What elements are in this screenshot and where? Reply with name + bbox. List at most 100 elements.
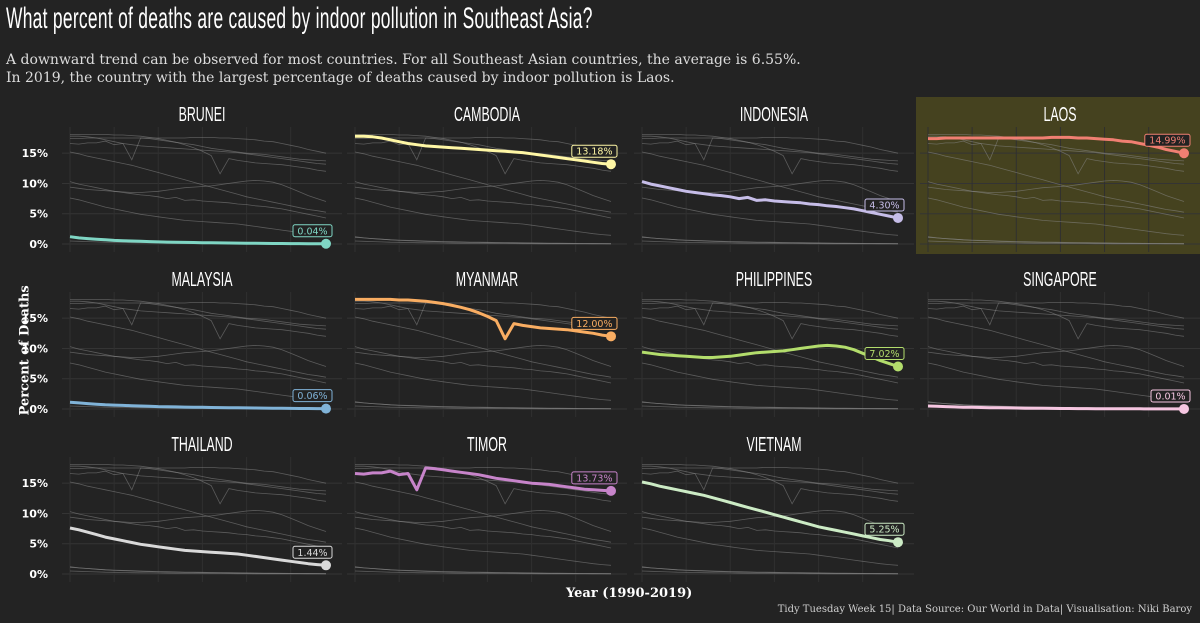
context-line-malaysia — [354, 236, 611, 244]
series-line-philippines — [641, 343, 899, 368]
context-line-philippines — [69, 509, 327, 532]
context-line-malaysia — [354, 401, 611, 409]
end-point — [1179, 148, 1189, 159]
context-line-malaysia — [354, 566, 611, 574]
context-line-timor — [354, 302, 612, 327]
context-line-vietnam — [354, 151, 612, 213]
facet-title: SINGAPORE — [1023, 268, 1097, 291]
context-line-cambodia — [642, 300, 899, 330]
end-point — [893, 537, 903, 548]
context-line-laos — [355, 137, 612, 154]
panel-malaysia: MALAYSIA 0% 5% 10% 15% 0.06% — [22, 268, 342, 417]
context-line-myanmar — [642, 299, 899, 340]
y-tick-label: 15% — [22, 312, 48, 325]
context-line-vietnam — [69, 316, 327, 378]
end-label-box — [1150, 389, 1191, 403]
end-label: 0.01% — [1155, 391, 1185, 402]
context-line-laos — [642, 137, 899, 154]
context-line-timor — [641, 302, 899, 327]
series-line-malaysia — [69, 400, 326, 411]
context-line-singapore — [354, 405, 611, 410]
facet-title: MALAYSIA — [171, 268, 233, 291]
y-tick-label: 10% — [22, 507, 48, 520]
facet-title: PHILIPPINES — [736, 268, 812, 291]
series-line-singapore — [927, 404, 1184, 411]
context-line-laos — [70, 302, 327, 319]
end-label: 0.04% — [297, 226, 327, 237]
series-line-timor — [354, 466, 612, 493]
end-point — [893, 212, 903, 223]
context-line-thailand — [927, 362, 1185, 401]
context-line-timor — [927, 137, 1185, 162]
y-tick-label: 0% — [29, 238, 48, 251]
context-line-timor — [641, 467, 899, 492]
y-tick-label: 0% — [29, 403, 48, 416]
context-line-thailand — [641, 362, 899, 401]
end-point — [893, 361, 903, 372]
end-label: 4.30% — [869, 200, 899, 211]
subtitle-line-2: In 2019, the country with the largest pe… — [6, 70, 675, 86]
context-line-singapore — [354, 240, 611, 245]
end-label: 13.18% — [576, 147, 612, 158]
facet-title: MYANMAR — [456, 268, 518, 291]
context-line-singapore — [69, 570, 326, 575]
end-label-box — [864, 198, 905, 212]
context-line-cambodia — [928, 300, 1185, 330]
end-label-box — [292, 224, 333, 238]
series-line-vietnam — [641, 480, 899, 544]
panel-indonesia: INDONESIA 4.30% — [634, 103, 914, 252]
panel-brunei: BRUNEI 0% 5% 10% 15% 0.04% — [22, 103, 342, 252]
facet-title: BRUNEI — [179, 103, 226, 126]
end-label-box — [292, 389, 333, 403]
panel-singapore: SINGAPORE 0.01% — [920, 268, 1200, 417]
context-line-malaysia — [641, 566, 898, 574]
context-line-malaysia — [641, 236, 898, 244]
context-line-singapore — [641, 405, 898, 410]
context-line-vietnam — [69, 481, 327, 543]
end-point — [606, 331, 616, 342]
end-label-box — [571, 471, 618, 485]
context-line-philippines — [69, 344, 327, 367]
context-line-singapore — [641, 570, 898, 575]
context-line-myanmar — [928, 134, 1185, 175]
end-label-box — [571, 144, 618, 158]
series-line-indonesia — [641, 180, 899, 220]
y-tick-label: 15% — [22, 147, 48, 160]
context-line-cambodia — [70, 300, 327, 330]
context-line-cambodia — [70, 135, 327, 165]
context-line-laos — [642, 467, 899, 484]
end-label: 5.25% — [869, 525, 899, 536]
facet-title: VIETNAM — [746, 433, 801, 456]
context-line-myanmar — [928, 299, 1185, 340]
context-line-singapore — [641, 240, 898, 245]
context-line-vietnam — [69, 151, 327, 213]
panel-vietnam: VIETNAM 5.25% — [634, 433, 914, 582]
context-line-timor — [354, 137, 612, 162]
facet-title: INDONESIA — [740, 103, 809, 126]
panel-timor: TIMOR 13.73% — [347, 433, 627, 582]
context-line-laos — [642, 302, 899, 319]
end-label: 0.06% — [297, 391, 327, 402]
highlight-background — [916, 97, 1200, 254]
end-point — [606, 159, 616, 170]
end-point — [606, 485, 616, 496]
y-tick-label: 10% — [22, 177, 48, 190]
context-line-timor — [927, 302, 1185, 327]
context-line-thailand — [927, 197, 1185, 236]
context-line-thailand — [354, 362, 612, 401]
context-line-laos — [355, 467, 612, 484]
end-label: 14.99% — [1149, 136, 1185, 147]
panel-myanmar: MYANMAR 12.00% — [347, 268, 627, 417]
panel-laos: LAOS 14.99% — [916, 97, 1200, 254]
series-line-brunei — [69, 235, 327, 246]
end-point — [321, 403, 331, 414]
context-line-philippines — [354, 509, 612, 532]
series-line-laos — [928, 135, 1185, 155]
end-label: 1.44% — [297, 548, 327, 559]
context-line-philippines — [69, 179, 327, 202]
context-line-vietnam — [354, 481, 612, 543]
context-line-philippines — [927, 179, 1185, 202]
context-line-myanmar — [70, 299, 327, 340]
end-label: 13.73% — [576, 473, 612, 484]
y-tick-label: 10% — [22, 342, 48, 355]
